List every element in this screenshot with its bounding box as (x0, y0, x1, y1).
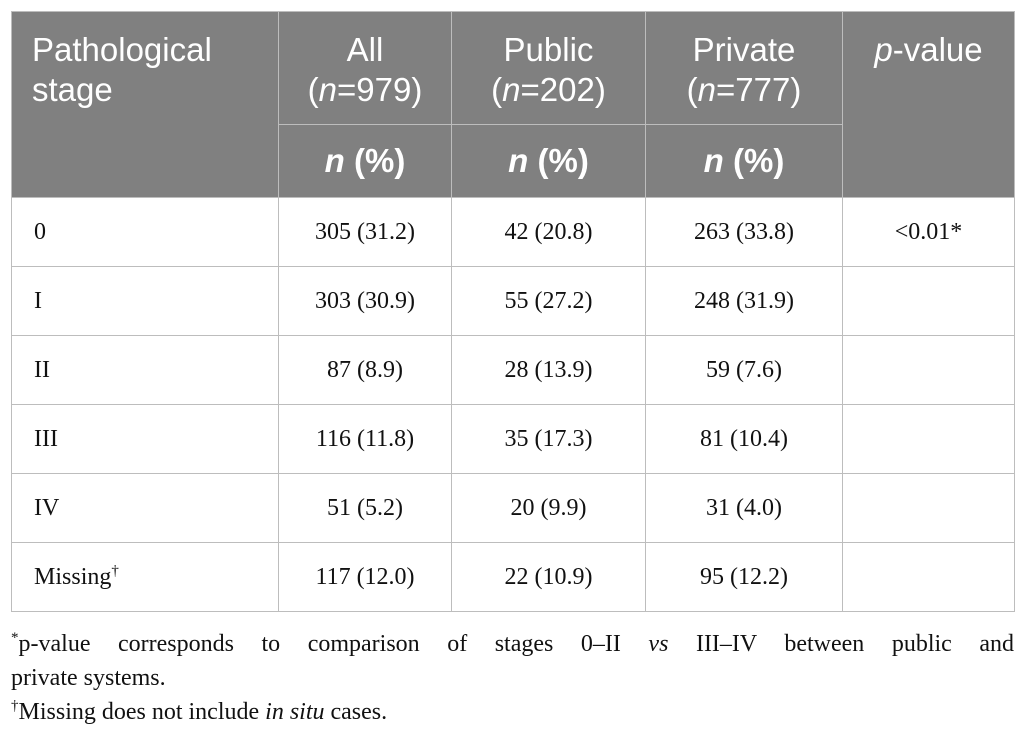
stage-label: I (34, 287, 42, 314)
table-row: IV 51 (5.2) 20 (9.9) 31 (4.0) (11, 473, 1015, 543)
footnote-1-mark: * (11, 630, 19, 646)
all-cell: 87 (8.9) (278, 335, 452, 405)
pvalue-cell (842, 542, 1015, 612)
stage-label: III (34, 425, 58, 452)
private-cell: 59 (7.6) (645, 335, 843, 405)
header-pvalue-p: p (874, 31, 893, 68)
pvalue-cell (842, 335, 1015, 405)
footnote-1-vs: vs (648, 631, 669, 657)
header-private-name: Private (692, 31, 796, 68)
footnote-2: †Missing does not include in situ cases. (11, 695, 1014, 729)
table-row: Missing† 117 (12.0) 22 (10.9) 95 (12.2) (11, 542, 1015, 612)
stage-label: 0 (34, 218, 46, 245)
pvalue-cell (842, 266, 1015, 336)
all-cell: 117 (12.0) (278, 542, 452, 612)
subheader-public: n (%) (451, 124, 646, 198)
header-private-n-label: n (697, 71, 717, 108)
footnote-1-text-b: III–IV between public and (668, 631, 1015, 657)
table-row: 0 305 (31.2) 42 (20.8) 263 (33.8) <0.01* (11, 197, 1015, 267)
subheader-all: n (%) (278, 124, 452, 198)
subheader-row: n (%) n (%) n (%) (12, 124, 1015, 198)
stage-cell: III (11, 404, 279, 474)
stage-label: Missing (34, 563, 112, 590)
header-pvalue-rest: -value (892, 31, 983, 68)
private-cell: 248 (31.9) (645, 266, 843, 336)
public-cell: 22 (10.9) (451, 542, 646, 612)
stage-cell: IV (11, 473, 279, 543)
public-cell: 28 (13.9) (451, 335, 646, 405)
header-public-name: Public (503, 31, 594, 68)
header-stage-line1: Pathological (32, 31, 212, 68)
footnote-2-text-a: Missing does not include (18, 699, 266, 725)
header-stage-line2: stage (32, 71, 113, 108)
table-row: II 87 (8.9) 28 (13.9) 59 (7.6) (11, 335, 1015, 405)
all-cell: 51 (5.2) (278, 473, 452, 543)
header-all-name: All (346, 31, 384, 68)
table-row: III 116 (11.8) 35 (17.3) 81 (10.4) (11, 404, 1015, 474)
pvalue-cell (842, 404, 1015, 474)
footnote-2-mark: † (11, 698, 19, 714)
stage-label: II (34, 356, 50, 383)
public-cell: 55 (27.2) (451, 266, 646, 336)
header-stage: Pathological stage (11, 11, 279, 198)
public-cell: 20 (9.9) (451, 473, 646, 543)
private-cell: 31 (4.0) (645, 473, 843, 543)
footnote-2-italic: in situ (265, 699, 325, 725)
stage-distribution-table: Pathological stage All (n=979) Public (n=2… (11, 11, 1015, 612)
table-row: I 303 (30.9) 55 (27.2) 248 (31.9) (11, 266, 1015, 336)
header-public-n-label: n (502, 71, 521, 108)
private-cell: 263 (33.8) (645, 197, 843, 267)
subheader-public-pct: (%) (528, 142, 589, 179)
footnote-1-line-1: *p-value corresponds to comparison of st… (11, 627, 1014, 661)
pvalue-cell (842, 473, 1015, 543)
subheader-all-n: n (324, 142, 345, 179)
footnote-1-text-a: p-value corresponds to comparison of sta… (18, 631, 649, 657)
subheader-public-n: n (508, 142, 529, 179)
pvalue-cell: <0.01* (842, 197, 1015, 267)
stage-cell: II (11, 335, 279, 405)
header-row: Pathological stage All (n=979) Public (n=2… (11, 11, 1015, 198)
stage-cell: 0 (11, 197, 279, 267)
all-cell: 305 (31.2) (278, 197, 452, 267)
public-cell: 42 (20.8) (451, 197, 646, 267)
header-all: All (n=979) (278, 11, 452, 125)
stage-cell: Missing† (11, 542, 279, 612)
header-public-n-value: =202) (520, 71, 606, 108)
stage-label: IV (34, 494, 60, 521)
header-pvalue: p-value (842, 11, 1015, 198)
header-private: Private (n=777) (645, 11, 843, 125)
private-cell: 81 (10.4) (645, 404, 843, 474)
subheader-private-n: n (703, 142, 724, 179)
header-all-n-value: =979) (337, 71, 423, 108)
header-private-n-value: =777) (716, 71, 802, 108)
header-public: Public (n=202) (451, 11, 646, 125)
all-cell: 116 (11.8) (278, 404, 452, 474)
private-cell: 95 (12.2) (645, 542, 843, 612)
all-cell: 303 (30.9) (278, 266, 452, 336)
footnote-1-line-2: private systems. (11, 665, 166, 691)
subheader-private: n (%) (645, 124, 843, 198)
subheader-all-pct: (%) (344, 142, 406, 179)
header-all-n-label: n (318, 71, 338, 108)
stage-cell: I (11, 266, 279, 336)
footnote-2-text-b: cases. (324, 699, 388, 725)
table-footnotes: *p-value corresponds to comparison of st… (11, 627, 1014, 729)
stage-footnote-mark: † (111, 562, 119, 579)
subheader-private-pct: (%) (723, 142, 785, 179)
public-cell: 35 (17.3) (451, 404, 646, 474)
